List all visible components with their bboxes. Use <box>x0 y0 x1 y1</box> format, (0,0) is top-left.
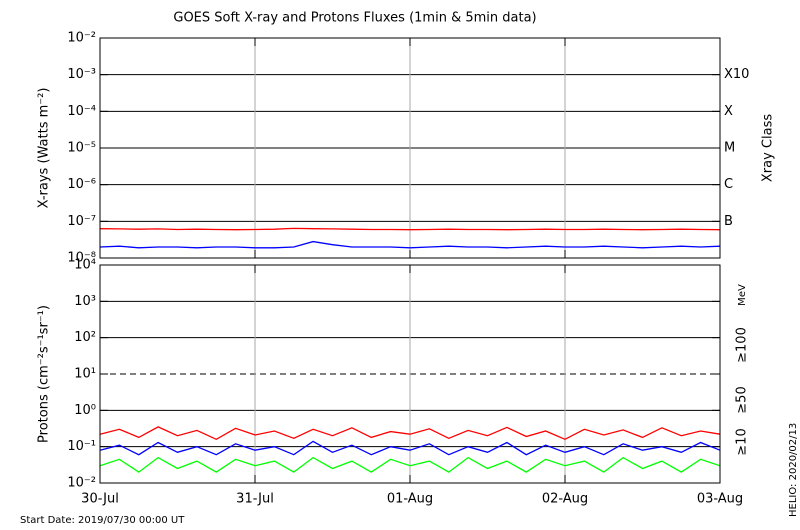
y-tick-label: 10⁻⁴ <box>67 104 96 119</box>
series-line <box>99 456 721 473</box>
x-tick-label: 31-Jul <box>236 492 274 507</box>
y-tick-label: 10⁻⁵ <box>67 141 96 156</box>
x-tick-label: 01-Aug <box>387 492 433 507</box>
y2-tick-label: C <box>724 177 733 192</box>
y2-axis-label: Xray Class <box>761 114 776 182</box>
y-tick-label: 10⁻⁸ <box>67 251 96 266</box>
y-axis-label: X-rays (Watts m⁻²) <box>37 88 52 209</box>
plot-frame <box>99 37 721 259</box>
y-tick-label: 10¹ <box>74 367 96 382</box>
y2-tick-label: B <box>724 214 733 229</box>
x-tick-label: 03-Aug <box>697 492 743 507</box>
y-axis-label: Protons (cm⁻²s⁻¹sr⁻¹) <box>37 305 52 443</box>
start-date: Start Date: 2019/07/30 00:00 UT <box>20 515 185 526</box>
x-tick-label: 02-Aug <box>542 492 588 507</box>
helio-stamp: HELIO: 2020/02/13 <box>788 423 799 517</box>
y-tick-label: 10⁻⁶ <box>67 177 96 192</box>
legend-label: ≥50 <box>735 386 750 413</box>
y2-tick-label: M <box>724 141 735 156</box>
y-tick-label: 10² <box>74 330 96 345</box>
legend-label: ≥10 <box>735 428 750 455</box>
y-tick-label: 10⁻² <box>67 476 96 491</box>
series-line <box>99 240 721 249</box>
y-tick-label: 10⁻¹ <box>67 439 96 454</box>
series-line <box>99 227 721 231</box>
y-tick-label: 10⁻² <box>67 31 96 46</box>
y-tick-label: 10⁻⁷ <box>67 214 96 229</box>
chart-title: GOES Soft X-ray and Protons Fluxes (1min… <box>173 11 536 26</box>
series-line <box>99 440 721 456</box>
y2-tick-label: X10 <box>724 67 749 82</box>
y-tick-label: 10⁴ <box>74 258 96 273</box>
y2-tick-label: X <box>724 104 733 119</box>
plot-frame <box>99 264 721 484</box>
y-tick-label: 10³ <box>74 294 96 309</box>
x-tick-label: 30-Jul <box>81 492 119 507</box>
y-tick-label: 10⁰ <box>74 403 96 418</box>
legend-title: MeV <box>737 284 748 306</box>
series-line <box>99 426 721 441</box>
y-tick-label: 10⁻³ <box>67 67 96 82</box>
legend-label: ≥100 <box>735 327 750 363</box>
